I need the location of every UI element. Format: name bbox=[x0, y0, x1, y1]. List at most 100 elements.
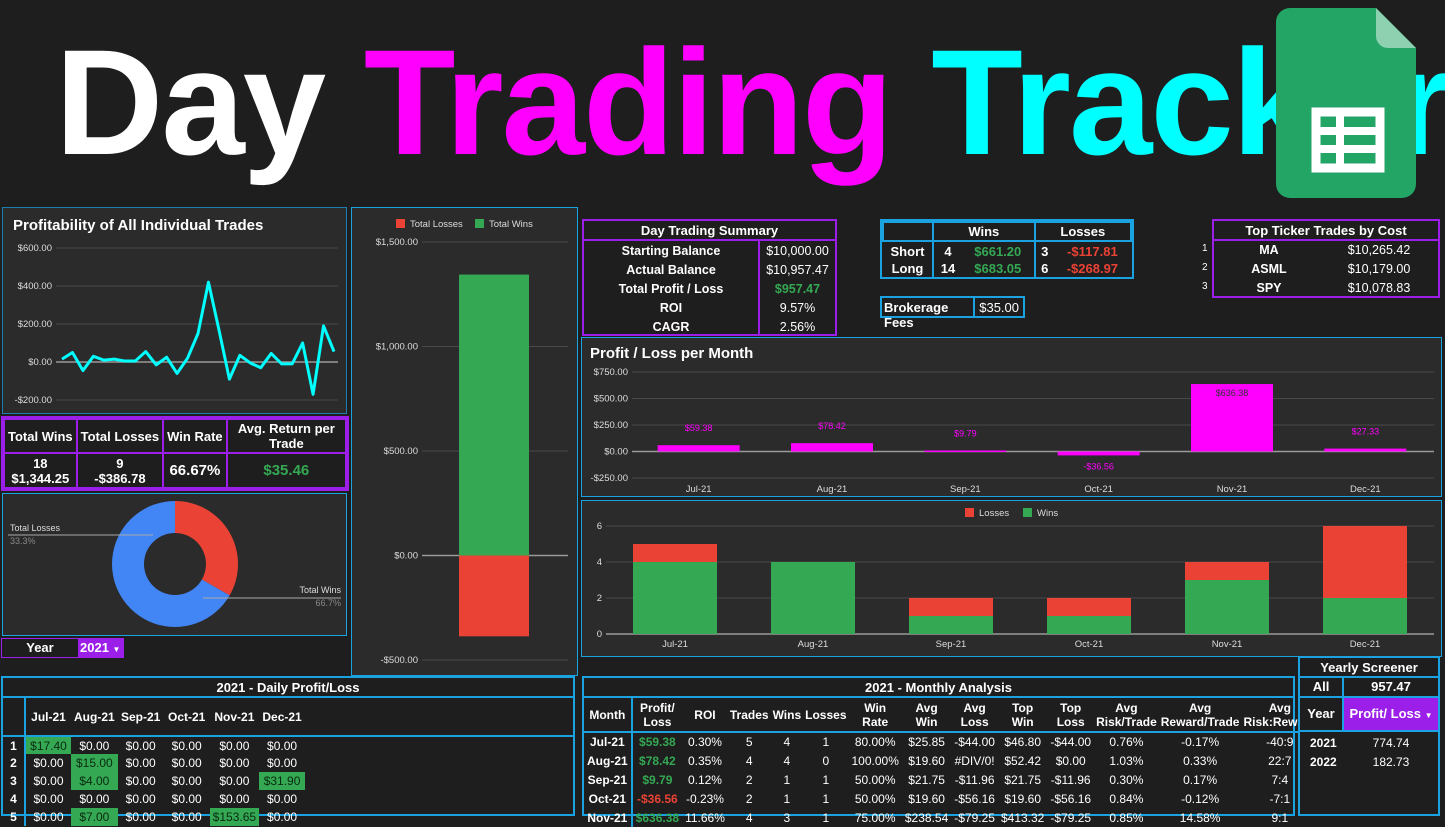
wins-bar bbox=[909, 616, 993, 634]
x-tick-label: Aug-21 bbox=[817, 484, 848, 495]
monthly-cell: 2 bbox=[728, 789, 771, 808]
avg-return-value: $35.46 bbox=[227, 453, 346, 488]
column-header: Avg Loss bbox=[951, 698, 998, 732]
profit-loss-per-month-chart: Profit / Loss per Month $750.00$500.00$2… bbox=[581, 337, 1442, 497]
monthly-cell: 1 bbox=[771, 770, 804, 789]
daily-value: $0.00 bbox=[71, 790, 118, 808]
daily-value: $7.00 bbox=[71, 808, 118, 826]
metric-dropdown[interactable]: Profit/ Loss ▼ bbox=[1344, 698, 1438, 730]
x-tick-label: Sep-21 bbox=[950, 484, 981, 495]
year-value: 182.73 bbox=[1344, 755, 1438, 774]
month-bar bbox=[1324, 449, 1406, 452]
column-header: Top Win bbox=[998, 698, 1047, 732]
daily-value: $0.00 bbox=[164, 736, 210, 754]
data-label: $636.38 bbox=[1216, 388, 1249, 398]
monthly-cell: $19.60 bbox=[902, 751, 951, 770]
page-title: Day Trading Tracker bbox=[55, 22, 1445, 182]
all-label: All bbox=[1300, 678, 1344, 696]
header-total-losses: Total Losses bbox=[77, 419, 164, 453]
monthly-cell: 1.03% bbox=[1094, 751, 1159, 770]
y-tick-label: -$500.00 bbox=[380, 655, 418, 666]
daily-value: $0.00 bbox=[118, 736, 164, 754]
monthly-cell: 0.30% bbox=[682, 732, 728, 751]
data-label: $59.38 bbox=[685, 423, 713, 433]
losses-count: 3 bbox=[1035, 241, 1054, 259]
wins-count: 14 bbox=[933, 260, 962, 277]
x-tick-label: Dec-21 bbox=[1350, 639, 1381, 650]
daily-value: $15.00 bbox=[71, 754, 118, 772]
y-tick-label: $0.00 bbox=[394, 551, 418, 562]
wins-bar bbox=[633, 562, 717, 634]
month-bar bbox=[1058, 452, 1140, 456]
monthly-cell: 0.76% bbox=[1094, 732, 1159, 751]
monthly-cell: 50.00% bbox=[849, 770, 902, 789]
daily-value: $31.90 bbox=[259, 772, 305, 790]
monthly-cell: -$56.16 bbox=[1047, 789, 1094, 808]
daily-value: $0.00 bbox=[259, 754, 305, 772]
monthly-cell: $413.32 bbox=[998, 808, 1047, 827]
month-bar bbox=[924, 450, 1006, 452]
monthly-cell: 2 bbox=[728, 770, 771, 789]
wins-amount: $683.05 bbox=[962, 260, 1035, 277]
column-header: Avg Win bbox=[902, 698, 951, 732]
month-header: Oct-21 bbox=[164, 698, 210, 736]
year-value: 774.74 bbox=[1344, 736, 1438, 755]
summary-title: Day Trading Summary bbox=[584, 221, 835, 241]
daily-value: $0.00 bbox=[25, 790, 71, 808]
monthly-cell: 0.12% bbox=[682, 770, 728, 789]
wins-bar bbox=[1323, 598, 1407, 634]
daily-value: $0.00 bbox=[210, 772, 259, 790]
monthly-cell: -$56.16 bbox=[951, 789, 998, 808]
monthly-cell: $78.42 bbox=[632, 751, 682, 770]
header-wins: Wins bbox=[933, 222, 1035, 241]
monthly-cell: $9.79 bbox=[632, 770, 682, 789]
type: Long bbox=[883, 260, 933, 277]
x-tick-label: Oct-21 bbox=[1075, 639, 1104, 650]
losses-amount: -$268.97 bbox=[1054, 260, 1131, 277]
monthly-cell: $59.38 bbox=[632, 732, 682, 751]
day-number: 1 bbox=[3, 736, 25, 754]
wins-amount: $661.20 bbox=[962, 241, 1035, 259]
monthly-cell: -0.23% bbox=[682, 789, 728, 808]
monthly-cell: Jul-21 bbox=[584, 732, 632, 751]
y-tick-label: 2 bbox=[597, 593, 602, 604]
y-tick-label: -$200.00 bbox=[14, 395, 52, 406]
y-tick-label: $0.00 bbox=[28, 357, 52, 368]
summary-value: $10,000.00 bbox=[759, 241, 835, 260]
daily-value: $4.00 bbox=[71, 772, 118, 790]
year-dropdown[interactable]: 2021 ▼ bbox=[78, 639, 123, 657]
monthly-cell: -0.17% bbox=[1159, 732, 1242, 751]
column-header: Profit/ Loss bbox=[632, 698, 682, 732]
year: 2021 bbox=[1300, 736, 1344, 755]
brokerage-label: Brokerage Fees bbox=[882, 298, 975, 316]
month-bar bbox=[658, 445, 740, 451]
x-tick-label: Nov-21 bbox=[1212, 639, 1243, 650]
ticker-cost: $10,179.00 bbox=[1324, 262, 1434, 276]
monthly-cell: 5 bbox=[728, 732, 771, 751]
bar-total-wins bbox=[459, 275, 529, 556]
daily-value: $0.00 bbox=[164, 790, 210, 808]
y-tick-label: $250.00 bbox=[594, 420, 628, 431]
summary-label: Total Profit / Loss bbox=[584, 279, 759, 298]
year: 2022 bbox=[1300, 755, 1344, 774]
monthly-cell: -$79.25 bbox=[951, 808, 998, 827]
losses-bar bbox=[1185, 562, 1269, 580]
daily-value: $0.00 bbox=[25, 754, 71, 772]
daily-value: $0.00 bbox=[210, 790, 259, 808]
monthly-cell: $19.60 bbox=[902, 789, 951, 808]
column-header: ROI bbox=[682, 698, 728, 732]
monthly-cell: 50.00% bbox=[849, 789, 902, 808]
y-tick-label: 4 bbox=[597, 557, 602, 568]
legend-label: Total Losses bbox=[410, 219, 463, 230]
header-blank bbox=[883, 222, 933, 241]
losses-amount: -$117.81 bbox=[1054, 241, 1131, 259]
monthly-cell: 0.84% bbox=[1094, 789, 1159, 808]
